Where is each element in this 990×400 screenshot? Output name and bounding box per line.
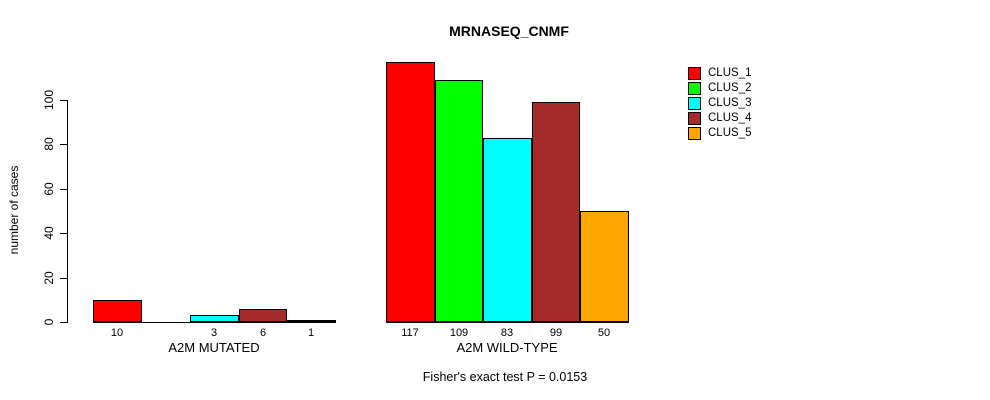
bar-value-label: 50 (597, 327, 611, 339)
y-tick (60, 100, 67, 101)
chart-title: MRNASEQ_CNMF (449, 23, 569, 39)
legend-item: CLUS_2 (688, 81, 768, 96)
y-tick-label: 100 (42, 89, 56, 111)
x-group-label: A2M WILD-TYPE (456, 340, 558, 355)
bar-value-label: 109 (449, 327, 469, 339)
legend-item: CLUS_1 (688, 66, 768, 81)
bar-value-label: 117 (401, 327, 419, 339)
y-tick (60, 278, 67, 279)
y-tick (60, 233, 67, 234)
bar (483, 138, 532, 322)
bar-value-label: 10 (110, 327, 124, 339)
legend-swatch (688, 82, 701, 95)
bar-value-label: 6 (259, 327, 267, 339)
bar-value-label: 99 (549, 327, 563, 339)
y-tick (60, 322, 67, 323)
bar (190, 315, 239, 322)
x-group-label: A2M MUTATED (168, 340, 260, 355)
y-tick-label: 20 (42, 271, 56, 285)
bar (93, 300, 142, 322)
legend-swatch (688, 112, 701, 125)
legend-swatch (688, 127, 701, 140)
legend-item: CLUS_4 (688, 111, 768, 126)
group-baseline (386, 322, 629, 323)
legend-label: CLUS_4 (708, 112, 752, 124)
bar (386, 62, 435, 322)
legend-item: CLUS_5 (688, 126, 768, 141)
y-tick-label: 40 (42, 226, 56, 240)
bar-value-label: 83 (500, 327, 514, 339)
bar (239, 309, 287, 322)
y-tick (60, 144, 67, 145)
legend-label: CLUS_1 (708, 67, 752, 79)
y-tick-label: 60 (42, 182, 56, 196)
legend-swatch (688, 67, 701, 80)
bar (580, 211, 629, 322)
y-axis-line (67, 100, 68, 323)
bar (435, 80, 483, 322)
legend-item: CLUS_3 (688, 96, 768, 111)
legend-label: CLUS_5 (708, 127, 752, 139)
group-baseline (93, 322, 336, 323)
bar (287, 320, 336, 322)
y-tick-label: 0 (42, 318, 56, 326)
y-tick (60, 189, 67, 190)
legend-label: CLUS_3 (708, 97, 752, 109)
bar-value-label: 3 (210, 327, 218, 339)
legend-label: CLUS_2 (708, 82, 752, 94)
y-axis-label: number of cases (7, 165, 21, 255)
bar (532, 102, 580, 322)
bar-value-label: 1 (307, 327, 315, 339)
legend-swatch (688, 97, 701, 110)
annotation-fisher-test: Fisher's exact test P = 0.0153 (422, 370, 588, 384)
y-tick-label: 80 (42, 137, 56, 151)
